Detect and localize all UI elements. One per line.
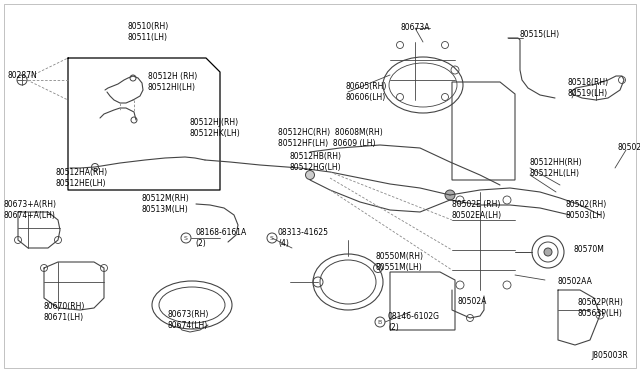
Text: B: B bbox=[378, 320, 382, 324]
Text: 80512HC(RH)  80608M(RH)
80512HF(LH)  80609 (LH): 80512HC(RH) 80608M(RH) 80512HF(LH) 80609… bbox=[278, 128, 383, 148]
Text: S: S bbox=[184, 235, 188, 241]
Text: 80673(RH)
80674(LH): 80673(RH) 80674(LH) bbox=[168, 310, 209, 330]
Text: 80512HH(RH)
80512HL(LH): 80512HH(RH) 80512HL(LH) bbox=[530, 158, 582, 178]
Text: 08313-41625
(4): 08313-41625 (4) bbox=[278, 228, 329, 248]
Text: 80562P(RH)
80563P(LH): 80562P(RH) 80563P(LH) bbox=[578, 298, 624, 318]
Text: 08146-6102G
(2): 08146-6102G (2) bbox=[388, 312, 440, 332]
Text: 80605(RH)
80606(LH): 80605(RH) 80606(LH) bbox=[345, 82, 387, 102]
Text: 80518(RH)
80519(LH): 80518(RH) 80519(LH) bbox=[568, 78, 609, 98]
Text: 80670(RH)
80671(LH): 80670(RH) 80671(LH) bbox=[44, 302, 85, 322]
Ellipse shape bbox=[152, 281, 232, 329]
Text: 80510(RH)
80511(LH): 80510(RH) 80511(LH) bbox=[127, 22, 168, 42]
Text: 80287N: 80287N bbox=[8, 71, 38, 80]
Text: 80502AA: 80502AA bbox=[558, 278, 593, 286]
Text: 80673+A(RH)
80674+A(LH): 80673+A(RH) 80674+A(LH) bbox=[4, 200, 57, 220]
Text: 80502E (RH)
80502EA(LH): 80502E (RH) 80502EA(LH) bbox=[452, 200, 502, 220]
Ellipse shape bbox=[313, 254, 383, 310]
Text: 80502(RH)
80503(LH): 80502(RH) 80503(LH) bbox=[566, 200, 607, 220]
Text: 80512H (RH)
80512HI(LH): 80512H (RH) 80512HI(LH) bbox=[148, 72, 197, 92]
Ellipse shape bbox=[305, 170, 314, 180]
Text: 80673A: 80673A bbox=[400, 23, 429, 32]
Text: 80502A: 80502A bbox=[458, 298, 488, 307]
Ellipse shape bbox=[544, 248, 552, 256]
Text: 80512HB(RH)
80512HG(LH): 80512HB(RH) 80512HG(LH) bbox=[290, 152, 342, 172]
Text: 80502AB: 80502AB bbox=[618, 144, 640, 153]
Text: 08168-6161A
(2): 08168-6161A (2) bbox=[195, 228, 246, 248]
Ellipse shape bbox=[445, 190, 455, 200]
Text: 80515(LH): 80515(LH) bbox=[520, 31, 560, 39]
Text: 80512M(RH)
80513M(LH): 80512M(RH) 80513M(LH) bbox=[142, 194, 189, 214]
Text: S: S bbox=[270, 235, 274, 241]
Text: 80512HJ(RH)
80512HK(LH): 80512HJ(RH) 80512HK(LH) bbox=[190, 118, 241, 138]
Text: 80550M(RH)
80551M(LH): 80550M(RH) 80551M(LH) bbox=[375, 252, 423, 272]
Text: J805003R: J805003R bbox=[591, 352, 628, 360]
Text: 80570M: 80570M bbox=[574, 246, 605, 254]
Text: 80512HA(RH)
80512HE(LH): 80512HA(RH) 80512HE(LH) bbox=[56, 168, 108, 188]
